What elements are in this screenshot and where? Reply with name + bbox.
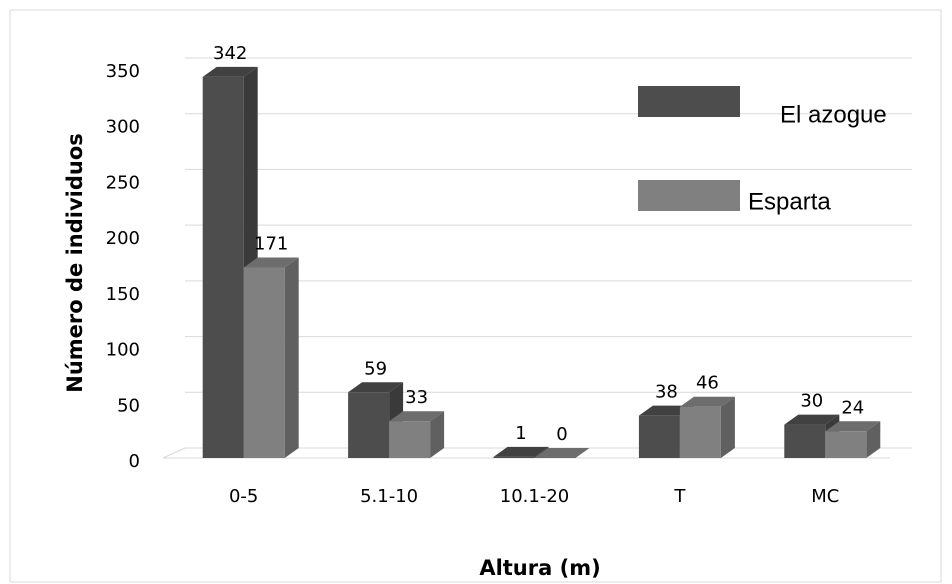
bar xyxy=(784,424,826,458)
legend-label: El azogue xyxy=(780,101,887,128)
x-tick-label: 10.1-20 xyxy=(500,486,569,507)
bar-top xyxy=(389,411,445,422)
bar-top xyxy=(348,382,404,393)
bar-top xyxy=(534,448,590,458)
x-tick-label: 5.1-10 xyxy=(360,486,418,507)
bar-side xyxy=(866,421,881,458)
y-tick-label: 250 xyxy=(106,172,140,193)
bar-top xyxy=(679,396,735,407)
value-label: 33 xyxy=(405,387,428,408)
bar xyxy=(638,415,680,458)
value-label: 38 xyxy=(655,382,678,403)
bar xyxy=(493,456,535,458)
y-tick-label: 100 xyxy=(106,340,140,361)
bar-top xyxy=(825,421,881,432)
y-tick-label: 0 xyxy=(129,451,140,472)
bar-top xyxy=(202,66,258,77)
chart-border xyxy=(9,9,942,583)
bar-side xyxy=(534,446,549,458)
value-label: 171 xyxy=(254,233,288,254)
value-label: 59 xyxy=(364,358,387,379)
bar-top xyxy=(784,414,840,425)
bar xyxy=(679,406,721,458)
value-label: 46 xyxy=(696,373,719,394)
y-tick-label: 300 xyxy=(106,117,140,138)
bar-side xyxy=(720,396,735,458)
legend-swatch xyxy=(638,86,740,117)
bar-side xyxy=(284,257,299,458)
bar-side xyxy=(430,411,445,458)
x-tick-label: T xyxy=(673,486,686,507)
value-label: 30 xyxy=(800,391,823,412)
bar-top xyxy=(243,257,299,268)
bar xyxy=(825,431,867,458)
value-label: 1 xyxy=(515,423,526,444)
bar xyxy=(348,392,390,458)
value-label: 342 xyxy=(213,43,247,64)
y-tick-label: 350 xyxy=(106,61,140,82)
y-tick-label: 150 xyxy=(106,284,140,305)
legend-swatch xyxy=(638,180,740,211)
bar xyxy=(243,267,285,458)
y-axis-title: Número de individuos xyxy=(63,133,87,393)
legend-label: Esparta xyxy=(748,188,831,215)
bar xyxy=(389,421,431,458)
y-tick-label: 200 xyxy=(106,228,140,249)
value-label: 0 xyxy=(556,424,567,445)
x-axis-title: Altura (m) xyxy=(479,556,600,580)
value-label: 24 xyxy=(841,397,864,418)
floor-edge xyxy=(162,447,186,459)
x-tick-label: MC xyxy=(811,486,839,507)
bar xyxy=(202,76,244,459)
x-tick-label: 0-5 xyxy=(229,486,258,507)
bar-top xyxy=(493,446,549,457)
y-tick-label: 50 xyxy=(117,395,140,416)
